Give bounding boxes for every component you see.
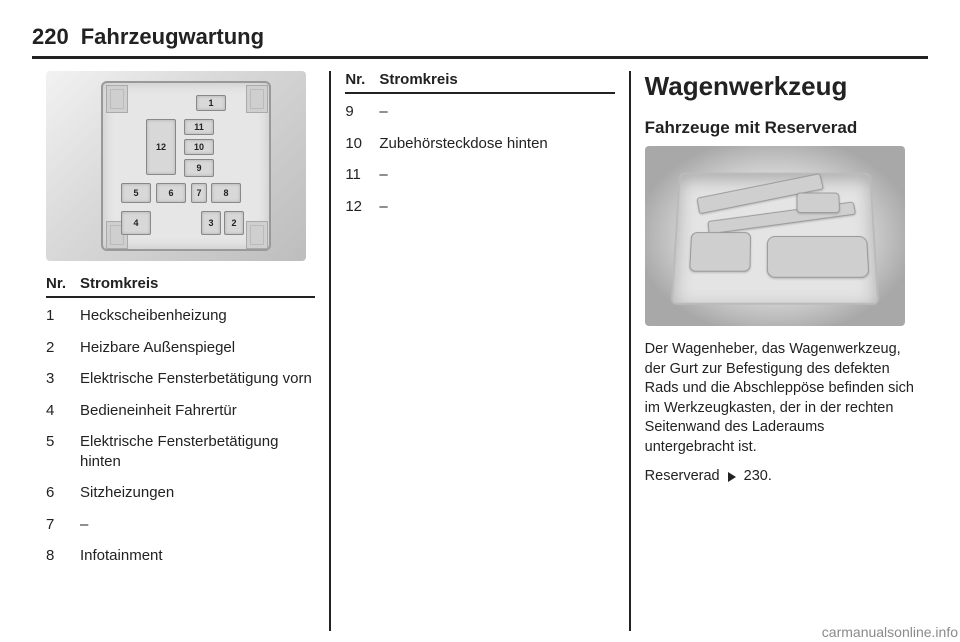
- fuse-5: 5: [121, 183, 151, 203]
- right-subheading: Fahrzeuge mit Reserverad: [645, 118, 914, 138]
- row-nr: 9: [345, 102, 379, 122]
- table-header-nr: Nr.: [46, 275, 80, 292]
- table-row: 8Infotainment: [46, 546, 315, 566]
- table-left-header: Nr. Stromkreis: [46, 275, 315, 298]
- row-nr: 4: [46, 401, 80, 421]
- table-row: 12–: [345, 197, 614, 217]
- table-row: 1Heckscheibenheizung: [46, 306, 315, 326]
- fuse-1: 1: [196, 95, 226, 111]
- fuse-9: 9: [184, 159, 214, 177]
- fuse-8: 8: [211, 183, 241, 203]
- table-row: 2Heizbare Außenspiegel: [46, 338, 315, 358]
- row-desc: Infotainment: [80, 546, 315, 566]
- table-row: 9–: [345, 102, 614, 122]
- table-row: 11–: [345, 165, 614, 185]
- table-row: 5Elektrische Fensterbetätigung hinten: [46, 432, 315, 471]
- row-nr: 11: [345, 165, 379, 185]
- page-number: 220: [32, 24, 69, 50]
- fuse-11: 11: [184, 119, 214, 135]
- row-nr: 12: [345, 197, 379, 217]
- column-left: 1 2 3 4 5 6 7 8 9 10 11 12 Nr. Stromkrei…: [32, 71, 329, 631]
- row-desc: –: [379, 165, 614, 185]
- right-paragraph: Der Wagenheber, das Wagenwerk­zeug, der …: [645, 340, 914, 457]
- column-right: Wagenwerkzeug Fahrzeuge mit Reserverad D…: [629, 71, 928, 631]
- fuse-6: 6: [156, 183, 186, 203]
- column-middle: Nr. Stromkreis 9–10Zubehörsteckdose hint…: [329, 71, 628, 631]
- row-desc: Zubehörsteckdose hinten: [379, 134, 614, 154]
- row-desc: –: [379, 197, 614, 217]
- row-desc: –: [379, 102, 614, 122]
- table-row: 3Elektrische Fensterbetätigung vorn: [46, 369, 315, 389]
- reference-arrow-icon: [728, 472, 736, 482]
- ref-page: 230.: [744, 468, 772, 484]
- fuse-3: 3: [201, 211, 221, 235]
- page-header: 220 Fahrzeugwartung: [32, 24, 928, 59]
- row-nr: 6: [46, 483, 80, 503]
- row-nr: 3: [46, 369, 80, 389]
- row-desc: –: [80, 515, 315, 535]
- row-desc: Sitzheizungen: [80, 483, 315, 503]
- table-row: 7–: [46, 515, 315, 535]
- row-nr: 5: [46, 432, 80, 471]
- row-nr: 2: [46, 338, 80, 358]
- toolkit-image: [645, 146, 905, 326]
- table-row: 10Zubehörsteckdose hinten: [345, 134, 614, 154]
- table-mid-header: Nr. Stromkreis: [345, 71, 614, 94]
- row-nr: 8: [46, 546, 80, 566]
- table-row: 4Bedieneinheit Fahrertür: [46, 401, 315, 421]
- fuse-2: 2: [224, 211, 244, 235]
- fusebox-diagram: 1 2 3 4 5 6 7 8 9 10 11 12: [46, 71, 306, 261]
- table-header-desc: Stromkreis: [379, 71, 614, 88]
- row-nr: 7: [46, 515, 80, 535]
- right-reference: Reserverad 230.: [645, 467, 914, 487]
- row-nr: 10: [345, 134, 379, 154]
- table-header-nr: Nr.: [345, 71, 379, 88]
- row-desc: Heizbare Außenspiegel: [80, 338, 315, 358]
- table-header-desc: Stromkreis: [80, 275, 315, 292]
- fuse-12: 12: [146, 119, 176, 175]
- row-nr: 1: [46, 306, 80, 326]
- table-row: 6Sitzheizungen: [46, 483, 315, 503]
- fuse-10: 10: [184, 139, 214, 155]
- row-desc: Elektrische Fensterbetätigung hinten: [80, 432, 315, 471]
- fuse-7: 7: [191, 183, 207, 203]
- row-desc: Elektrische Fensterbetätigung vorn: [80, 369, 315, 389]
- ref-label: Reserverad: [645, 468, 720, 484]
- fuse-4: 4: [121, 211, 151, 235]
- row-desc: Heckscheibenheizung: [80, 306, 315, 326]
- row-desc: Bedieneinheit Fahrertür: [80, 401, 315, 421]
- watermark: carmanualsonline.info: [822, 624, 958, 640]
- right-heading: Wagenwerkzeug: [645, 71, 914, 102]
- section-title: Fahrzeugwartung: [81, 24, 264, 50]
